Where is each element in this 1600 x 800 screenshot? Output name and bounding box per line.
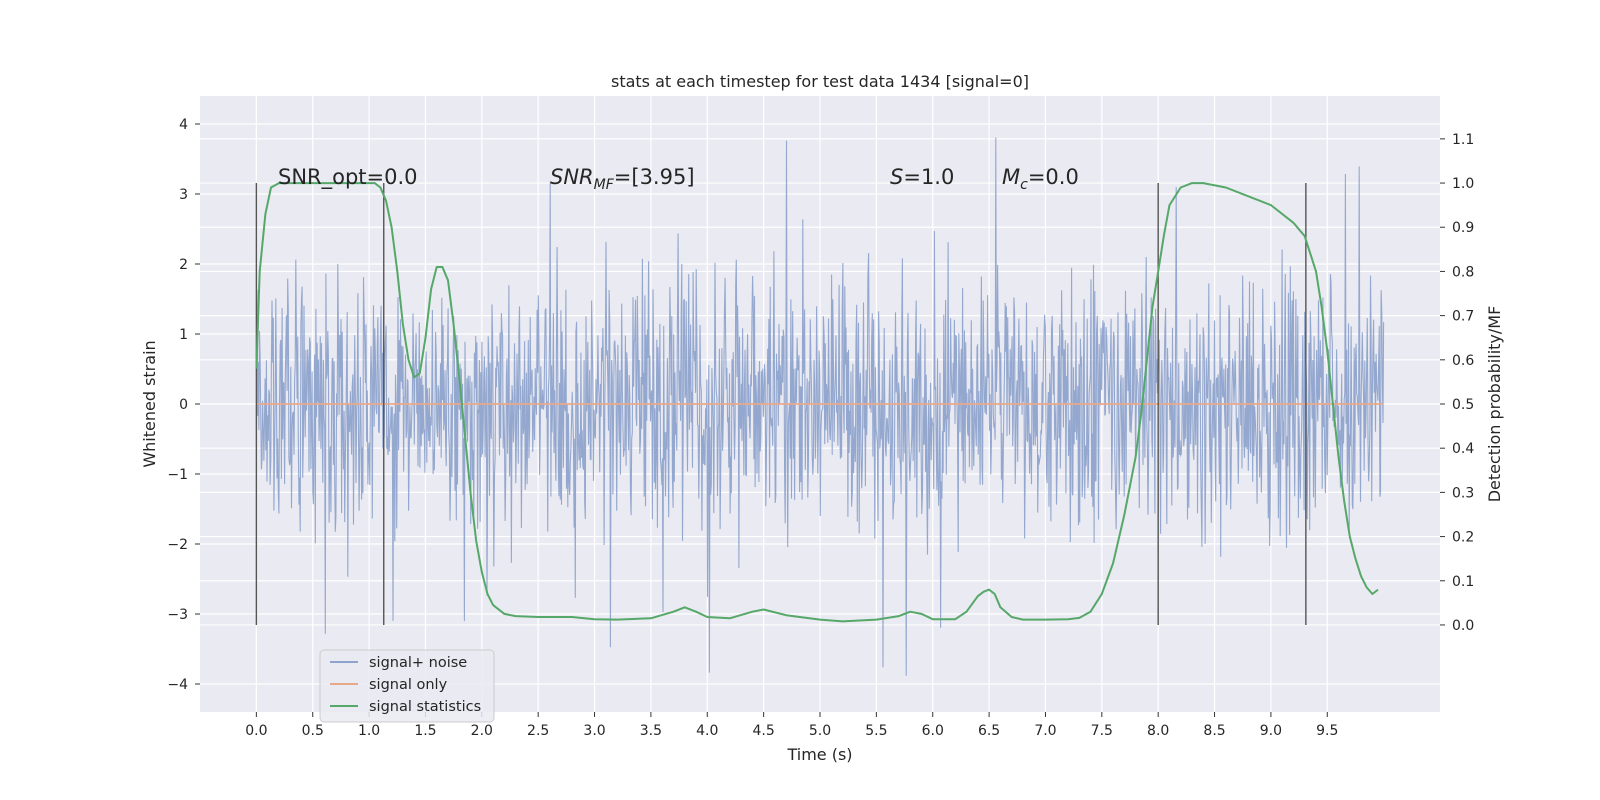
y-tick-label: 1: [179, 327, 188, 343]
annotation-snr-mf-base: SNR: [550, 165, 594, 189]
y-tick-label: −4: [167, 677, 188, 693]
y-tick-label: 4: [179, 117, 188, 133]
right-y-tick-label: 0.0: [1452, 618, 1474, 634]
x-tick-label: 3.5: [640, 723, 662, 739]
y-tick-label: −2: [167, 537, 188, 553]
x-tick-label: 6.0: [922, 723, 944, 739]
right-y-tick-label: 0.8: [1452, 264, 1474, 280]
x-tick-label: 6.5: [978, 723, 1000, 739]
right-y-tick-label: 0.7: [1452, 309, 1474, 325]
y-tick-label: 0: [179, 397, 188, 413]
legend-label-signal-only: signal only: [369, 677, 448, 693]
y-tick-label: −1: [167, 467, 188, 483]
series-signal-plus-noise: [255, 137, 1385, 676]
annotation-snr-mf-value: =[3.95]: [614, 165, 695, 189]
noise-line: [255, 137, 1385, 676]
annotation-snr-mf-sub: MF: [594, 177, 615, 193]
x-tick-label: 1.5: [414, 723, 436, 739]
right-y-tick-label: 1.0: [1452, 176, 1474, 192]
y-tick-label: 2: [179, 257, 188, 273]
annotation-s-value: =1.0: [903, 165, 954, 189]
annotation-s: S=1.0: [890, 165, 954, 189]
x-tick-label: 7.5: [1091, 723, 1113, 739]
annotation-mc-base: M: [1002, 165, 1020, 189]
y-axis-ticks: 4 3 2 1 0 −1 −2 −3 −4: [167, 117, 200, 693]
legend-label-signal-statistics: signal statistics: [369, 699, 481, 715]
right-y-tick-label: 0.5: [1452, 397, 1474, 413]
annotation-mc-sub: c: [1020, 177, 1028, 193]
vertical-markers: [255, 183, 1307, 625]
right-y-tick-label: 0.3: [1452, 485, 1474, 501]
series-signal-statistics: [255, 182, 1379, 623]
legend-box: [319, 649, 495, 723]
x-tick-label: 5.0: [809, 723, 831, 739]
chart-title: stats at each timestep for test data 143…: [611, 72, 1029, 91]
right-y-tick-label: 0.6: [1452, 353, 1474, 369]
x-tick-label: 2.0: [471, 723, 493, 739]
annotation-mc: Mc=0.0: [1002, 165, 1079, 193]
right-y-tick-label: 1.1: [1452, 132, 1474, 148]
x-tick-label: 9.0: [1260, 723, 1282, 739]
y-tick-label: 3: [179, 187, 188, 203]
right-y-tick-label: 0.1: [1452, 574, 1474, 590]
statistics-line: [255, 182, 1379, 623]
x-tick-label: 4.5: [753, 723, 775, 739]
x-tick-label: 5.5: [865, 723, 887, 739]
x-tick-label: 8.5: [1203, 723, 1225, 739]
annotation-mc-value: =0.0: [1028, 165, 1079, 189]
right-y-axis-label: Detection probability/MF: [1485, 306, 1504, 503]
x-tick-label: 0.5: [302, 723, 324, 739]
right-y-tick-label: 0.4: [1452, 441, 1474, 457]
x-tick-label: 0.0: [245, 723, 267, 739]
right-y-tick-label: 0.9: [1452, 220, 1474, 236]
legend: signal+ noise signal only signal statist…: [319, 649, 495, 723]
y-axis-label: Whitened strain: [140, 340, 159, 467]
annotation-s-base: S: [890, 165, 903, 189]
x-tick-label: 1.0: [358, 723, 380, 739]
x-tick-label: 9.5: [1316, 723, 1338, 739]
x-axis-label: Time (s): [786, 745, 852, 764]
legend-label-signal-plus-noise: signal+ noise: [369, 655, 467, 671]
x-tick-label: 3.0: [583, 723, 605, 739]
x-tick-label: 4.0: [696, 723, 718, 739]
annotation-snr-mf: SNRMF=[3.95]: [550, 165, 695, 193]
y-tick-label: −3: [167, 607, 188, 623]
annotation-snr-opt: SNR_opt=0.0: [278, 165, 418, 190]
x-tick-label: 2.5: [527, 723, 549, 739]
x-axis-ticks: 0.0 0.5 1.0 1.5 2.0 2.5 3.0 3.5 4.0 4.5 5.0 5.5 6.0 6…: [245, 712, 1338, 739]
x-tick-label: 7.0: [1034, 723, 1056, 739]
x-tick-label: 8.0: [1147, 723, 1169, 739]
right-y-tick-label: 0.2: [1452, 530, 1474, 546]
right-y-axis-ticks: 1.1 1.0 0.9 0.8 0.7 0.6 0.5 0.4 0.3 0.2 0.1 0.0: [1440, 132, 1474, 634]
